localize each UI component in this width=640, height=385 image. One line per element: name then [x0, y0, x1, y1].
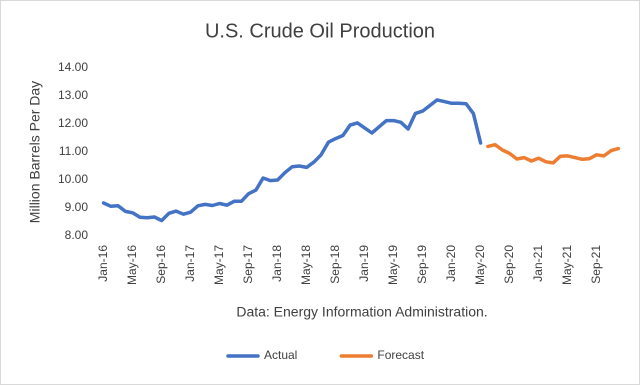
series-line	[101, 98, 483, 223]
y-tick-label: 14.00	[58, 60, 88, 74]
x-tick-label: May-18	[299, 245, 313, 285]
y-tick-label: 11.00	[59, 144, 88, 158]
y-tick-label: 12.00	[58, 116, 88, 130]
legend-label: Actual	[264, 348, 297, 362]
x-tick-label: May-17	[212, 245, 226, 285]
x-tick-label: Jan-19	[357, 245, 371, 282]
x-tick-label: Sep-18	[328, 245, 342, 284]
source-note: Data: Energy Information Administration.	[236, 304, 487, 320]
x-tick-label: Sep-20	[502, 245, 516, 284]
x-tick-label: May-21	[560, 245, 574, 285]
x-tick-label: Jan-18	[270, 245, 284, 282]
x-tick-label: May-20	[473, 245, 487, 285]
x-tick-label: May-16	[125, 245, 139, 285]
legend-label: Forecast	[377, 348, 424, 362]
x-tick-label: Sep-19	[415, 245, 429, 284]
x-tick-label: Jan-20	[444, 245, 458, 282]
x-tick-label: Sep-17	[241, 245, 255, 284]
y-tick-label: 13.00	[58, 88, 88, 102]
y-tick-label: 9.00	[65, 200, 89, 214]
y-tick-label: 8.00	[65, 228, 89, 242]
x-tick-label: Sep-21	[589, 245, 603, 284]
y-axis-title: Million Barrels Per Day	[27, 81, 43, 223]
x-tick-label: Sep-16	[154, 245, 168, 284]
series-line	[486, 142, 621, 165]
x-tick-label: Jan-21	[531, 245, 545, 282]
x-tick-label: Jan-16	[96, 245, 110, 282]
x-tick-label: Jan-17	[183, 245, 197, 282]
chart-title: U.S. Crude Oil Production	[205, 20, 435, 42]
x-tick-label: May-19	[386, 245, 400, 285]
y-tick-label: 10.00	[58, 172, 88, 186]
